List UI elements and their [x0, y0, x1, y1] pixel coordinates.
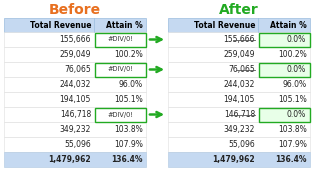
Bar: [4, 32, 146, 47]
Text: 55,096: 55,096: [228, 140, 255, 149]
Text: #DIV/0!: #DIV/0!: [107, 66, 133, 73]
Bar: [168, 107, 310, 122]
Bar: [4, 18, 146, 32]
Text: 100.2%: 100.2%: [278, 50, 307, 59]
Text: 107.9%: 107.9%: [278, 140, 307, 149]
Bar: [4, 152, 146, 167]
Bar: [4, 122, 146, 137]
Text: 259,049: 259,049: [223, 50, 255, 59]
Text: Attain %: Attain %: [270, 21, 307, 30]
Text: 244,032: 244,032: [224, 80, 255, 89]
Text: 55,096: 55,096: [64, 140, 91, 149]
Bar: [259, 107, 309, 122]
Bar: [4, 47, 146, 62]
Text: 146,718: 146,718: [224, 110, 255, 119]
Bar: [4, 77, 146, 92]
Text: 194,105: 194,105: [60, 95, 91, 104]
Text: Attain %: Attain %: [106, 21, 143, 30]
Text: 0.0%: 0.0%: [287, 35, 306, 44]
Text: 244,032: 244,032: [60, 80, 91, 89]
Bar: [4, 62, 146, 77]
Bar: [94, 33, 146, 46]
Bar: [168, 122, 310, 137]
Text: 259,049: 259,049: [60, 50, 91, 59]
Text: 105.1%: 105.1%: [278, 95, 307, 104]
Text: 194,105: 194,105: [224, 95, 255, 104]
Text: Total Revenue: Total Revenue: [29, 21, 91, 30]
Bar: [168, 47, 310, 62]
Bar: [4, 137, 146, 152]
Text: 96.0%: 96.0%: [119, 80, 143, 89]
Bar: [94, 62, 146, 76]
Text: 1,479,962: 1,479,962: [48, 155, 91, 164]
Text: 103.8%: 103.8%: [278, 125, 307, 134]
Text: #DIV/0!: #DIV/0!: [107, 111, 133, 118]
Text: 107.9%: 107.9%: [114, 140, 143, 149]
Bar: [94, 107, 146, 122]
Text: Before: Before: [49, 3, 101, 17]
Text: 100.2%: 100.2%: [114, 50, 143, 59]
Text: 349,232: 349,232: [60, 125, 91, 134]
Text: 136.4%: 136.4%: [276, 155, 307, 164]
Bar: [259, 62, 309, 76]
Bar: [259, 33, 309, 46]
Text: 0.0%: 0.0%: [287, 65, 306, 74]
Bar: [168, 62, 310, 77]
Text: 349,232: 349,232: [224, 125, 255, 134]
Text: 96.0%: 96.0%: [283, 80, 307, 89]
Text: 105.1%: 105.1%: [114, 95, 143, 104]
Bar: [168, 18, 310, 32]
Bar: [168, 77, 310, 92]
Bar: [4, 92, 146, 107]
Text: 76,065: 76,065: [228, 65, 255, 74]
Text: 155,666: 155,666: [223, 35, 255, 44]
Bar: [168, 32, 310, 47]
Text: 0.0%: 0.0%: [287, 110, 306, 119]
Text: 76,065: 76,065: [64, 65, 91, 74]
Text: Total Revenue: Total Revenue: [194, 21, 255, 30]
Text: 155,666: 155,666: [60, 35, 91, 44]
Text: 136.4%: 136.4%: [111, 155, 143, 164]
Text: 1,479,962: 1,479,962: [212, 155, 255, 164]
Text: 146,718: 146,718: [60, 110, 91, 119]
Bar: [168, 137, 310, 152]
Bar: [168, 92, 310, 107]
Text: 103.8%: 103.8%: [114, 125, 143, 134]
Bar: [4, 107, 146, 122]
Text: #DIV/0!: #DIV/0!: [107, 37, 133, 42]
Text: After: After: [219, 3, 259, 17]
Bar: [168, 152, 310, 167]
